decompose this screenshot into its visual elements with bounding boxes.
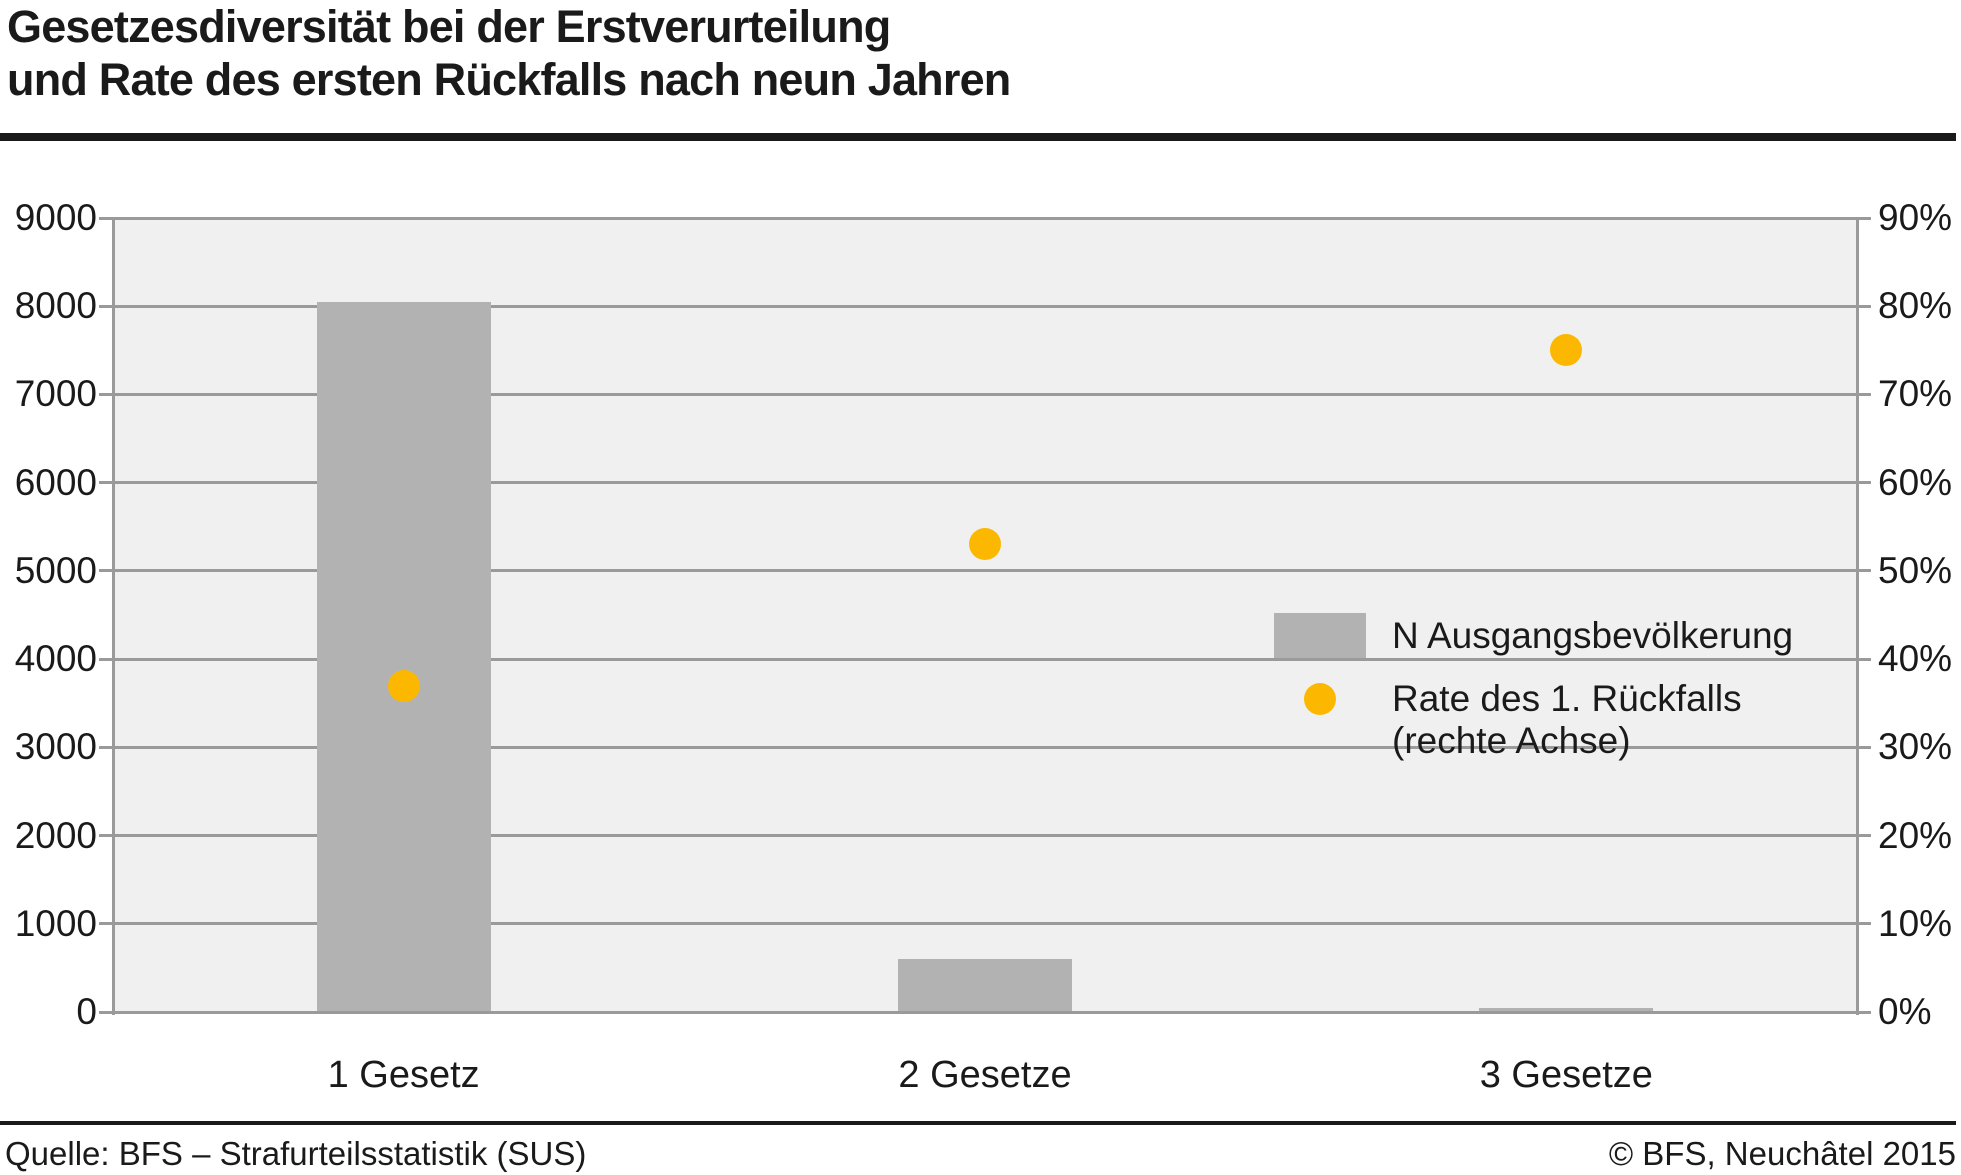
legend-bar-swatch [1274, 613, 1366, 658]
chart-title-line2: und Rate des ersten Rückfalls nach neun … [7, 54, 1011, 105]
right-axis-tick [1857, 304, 1871, 308]
right-axis-tick [1857, 922, 1871, 926]
plot-border-right [1855, 218, 1859, 1015]
left-axis-tick-label: 0 [76, 991, 97, 1032]
legend-bar-label: N Ausgangsbevölkerung [1392, 615, 1794, 656]
scatter-dot-3-gesetze [1550, 334, 1583, 367]
right-axis-tick [1857, 569, 1871, 573]
left-axis-tick-label: 5000 [14, 549, 97, 591]
bar-2-gesetze [898, 959, 1072, 1012]
bar-1-gesetz [316, 301, 491, 1012]
source-note: Quelle: BFS – Strafurteilsstatistik (SUS… [5, 1135, 587, 1172]
right-axis-tick [1857, 657, 1871, 661]
right-axis-tick [1857, 1010, 1871, 1014]
title-rule [0, 133, 1956, 141]
right-axis-tick [1857, 481, 1871, 485]
legend-marker-icon [1304, 683, 1336, 715]
left-axis-tick [99, 216, 113, 220]
chart-title-line1: Gesetzesdiversität bei der Erstverurteil… [7, 1, 891, 52]
gridline [113, 392, 1857, 396]
gridline [113, 481, 1857, 485]
right-axis-tick [1857, 834, 1871, 838]
left-axis-tick-label: 9000 [14, 197, 97, 238]
left-axis-tick [99, 657, 113, 661]
gridline [113, 834, 1857, 838]
right-axis-tick-label: 70% [1878, 373, 1953, 415]
left-axis-tick [99, 922, 113, 926]
gridline [113, 922, 1857, 926]
scatter-dot-1-gesetz [387, 669, 420, 702]
copyright-note: © BFS, Neuchâtel 2015 [1608, 1135, 1956, 1172]
right-axis-tick-label: 90% [1878, 197, 1953, 238]
left-axis-tick-label: 6000 [14, 461, 97, 503]
page-title: Gesetzesdiversität bei der Erstverurteil… [7, 0, 1011, 106]
right-axis-tick-label: 30% [1878, 726, 1953, 768]
right-axis-tick-label: 60% [1878, 461, 1953, 503]
category-label-3: 3 Gesetze [1479, 1054, 1653, 1096]
left-axis-tick [99, 304, 113, 308]
left-axis-tick [99, 569, 113, 573]
gridline [113, 304, 1857, 308]
category-label-2: 2 Gesetze [898, 1054, 1072, 1096]
left-axis-tick [99, 745, 113, 749]
gridline [113, 745, 1857, 749]
left-axis-tick [99, 481, 113, 485]
right-axis-tick-label: 50% [1878, 549, 1953, 591]
left-axis-tick-label: 7000 [14, 373, 97, 415]
left-axis-tick [99, 1010, 113, 1014]
category-label-1: 1 Gesetz [327, 1054, 480, 1096]
right-axis-tick-label: 10% [1878, 902, 1953, 944]
left-axis-tick-label: 2000 [14, 814, 97, 856]
gridline [113, 657, 1857, 661]
legend-marker-label-line1: Rate des 1. Rückfalls [1392, 678, 1742, 719]
left-axis-tick-label: 1000 [14, 902, 97, 944]
scatter-dot-2-gesetze [969, 528, 1001, 561]
legend-marker-label-line2: (rechte Achse) [1392, 720, 1631, 761]
right-axis-tick [1857, 392, 1871, 396]
right-axis-tick-label: 40% [1878, 638, 1953, 680]
left-axis-tick-label: 4000 [14, 638, 97, 680]
left-axis-tick-label: 8000 [14, 285, 97, 327]
gridline [113, 216, 1857, 220]
plot-border-left [111, 218, 115, 1015]
footer-rule [0, 1121, 1956, 1125]
gridline [113, 569, 1857, 573]
bar-3-gesetze [1479, 1007, 1654, 1012]
x-axis-baseline [113, 1010, 1857, 1014]
right-axis-tick [1857, 745, 1871, 749]
right-axis-tick [1857, 216, 1871, 220]
right-axis-tick-label: 80% [1878, 285, 1953, 327]
left-axis-tick [99, 834, 113, 838]
right-axis-tick-label: 0% [1878, 991, 1932, 1032]
left-axis-tick-label: 3000 [14, 726, 97, 768]
left-axis-tick [99, 392, 113, 396]
right-axis-tick-label: 20% [1878, 814, 1953, 856]
